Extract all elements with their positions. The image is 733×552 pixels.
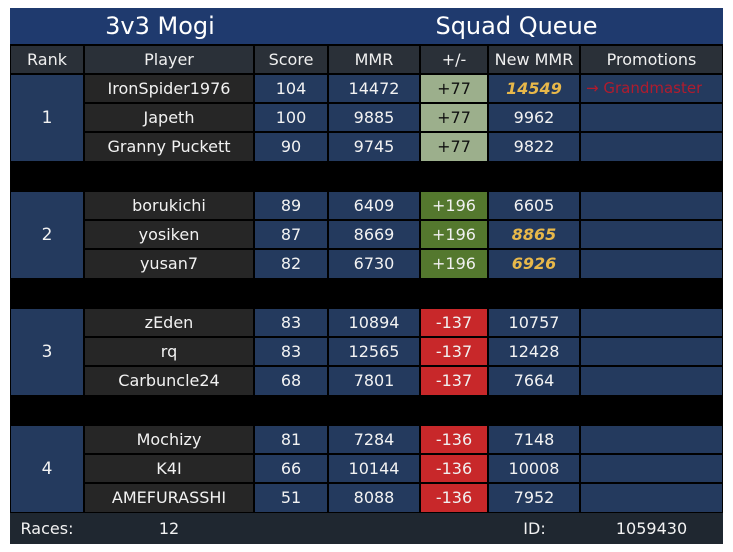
new-mmr-cell: 8865	[488, 220, 580, 250]
player-name: borukichi	[84, 191, 254, 221]
column-header-mmr: MMR	[328, 45, 420, 74]
footer-races-value: 12	[84, 513, 254, 544]
promotions-cell	[580, 74, 723, 104]
player-name: AMEFURASSHI	[84, 483, 254, 513]
player-name: rq	[84, 337, 254, 367]
score-cell: 66	[254, 454, 328, 484]
rank-cell: 2	[10, 191, 84, 279]
promotions-cell	[580, 249, 723, 279]
footer-id-value: 1059430	[580, 513, 723, 544]
new-mmr-cell: 7664	[488, 366, 580, 396]
promotions-cell	[580, 220, 723, 250]
promotions-cell	[580, 366, 723, 396]
new-mmr-cell: 7148	[488, 425, 580, 455]
score-cell: 82	[254, 249, 328, 279]
column-header-new-mmr: New MMR	[488, 45, 580, 74]
mmr-cell: 9885	[328, 103, 420, 133]
mmr-cell: 7801	[328, 366, 420, 396]
promotions-cell	[580, 337, 723, 367]
mogi-results-table: 3v3 Mogi Squad Queue Rank Player Score MMR +…	[10, 8, 723, 544]
delta-cell: -136	[420, 425, 488, 455]
score-cell: 87	[254, 220, 328, 250]
score-cell: 81	[254, 425, 328, 455]
delta-cell: +77	[420, 74, 488, 104]
promotions-cell	[580, 454, 723, 484]
column-header-rank: Rank	[10, 45, 84, 74]
delta-cell: -136	[420, 454, 488, 484]
new-mmr-cell: 6605	[488, 191, 580, 221]
new-mmr-cell: 7952	[488, 483, 580, 513]
player-name: Japeth	[84, 103, 254, 133]
player-name: yusan7	[84, 249, 254, 279]
promotions-cell	[580, 425, 723, 455]
column-header-promotions: Promotions	[580, 45, 723, 74]
promotions-cell	[580, 103, 723, 133]
new-mmr-cell: 10757	[488, 308, 580, 338]
score-cell: 104	[254, 74, 328, 104]
delta-cell: -137	[420, 308, 488, 338]
delta-cell: +77	[420, 132, 488, 162]
promotions-cell	[580, 308, 723, 338]
player-name: Mochizy	[84, 425, 254, 455]
new-mmr-cell: 6926	[488, 249, 580, 279]
new-mmr-cell: 14549	[488, 74, 580, 104]
delta-cell: +196	[420, 191, 488, 221]
title-left: 3v3 Mogi	[10, 8, 310, 44]
mmr-cell: 6730	[328, 249, 420, 279]
delta-cell: +196	[420, 249, 488, 279]
footer-id-label: ID:	[489, 513, 580, 544]
player-name: Carbuncle24	[84, 366, 254, 396]
mmr-cell: 12565	[328, 337, 420, 367]
column-header-player: Player	[84, 45, 254, 74]
mmr-cell: 10144	[328, 454, 420, 484]
rank-cell: 4	[10, 425, 84, 513]
score-cell: 51	[254, 483, 328, 513]
mmr-cell: 9745	[328, 132, 420, 162]
delta-cell: -137	[420, 366, 488, 396]
score-cell: 89	[254, 191, 328, 221]
delta-cell: +77	[420, 103, 488, 133]
footer-races-label: Races:	[10, 513, 84, 544]
player-name: zEden	[84, 308, 254, 338]
mmr-cell: 8669	[328, 220, 420, 250]
player-name: yosiken	[84, 220, 254, 250]
promotions-cell	[580, 483, 723, 513]
player-name: IronSpider1976	[84, 74, 254, 104]
mmr-cell: 7284	[328, 425, 420, 455]
footer-middle	[254, 513, 489, 544]
score-cell: 83	[254, 337, 328, 367]
rank-cell: 3	[10, 308, 84, 396]
new-mmr-cell: 9962	[488, 103, 580, 133]
new-mmr-cell: 9822	[488, 132, 580, 162]
title-right: Squad Queue	[310, 8, 723, 44]
promotions-cell	[580, 132, 723, 162]
mmr-cell: 14472	[328, 74, 420, 104]
score-cell: 83	[254, 308, 328, 338]
promotions-cell	[580, 191, 723, 221]
player-name: Granny Puckett	[84, 132, 254, 162]
mmr-cell: 10894	[328, 308, 420, 338]
mmr-cell: 8088	[328, 483, 420, 513]
column-header-score: Score	[254, 45, 328, 74]
new-mmr-cell: 12428	[488, 337, 580, 367]
score-cell: 90	[254, 132, 328, 162]
column-header-delta: +/-	[420, 45, 488, 74]
rank-cell: 1	[10, 74, 84, 162]
score-cell: 100	[254, 103, 328, 133]
score-cell: 68	[254, 366, 328, 396]
delta-cell: +196	[420, 220, 488, 250]
player-name: K4I	[84, 454, 254, 484]
mmr-cell: 6409	[328, 191, 420, 221]
promotion-note: → Grandmaster	[586, 79, 703, 97]
delta-cell: -137	[420, 337, 488, 367]
delta-cell: -136	[420, 483, 488, 513]
new-mmr-cell: 10008	[488, 454, 580, 484]
